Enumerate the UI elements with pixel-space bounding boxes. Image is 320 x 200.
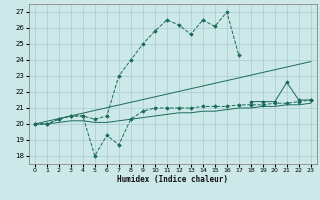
X-axis label: Humidex (Indice chaleur): Humidex (Indice chaleur) bbox=[117, 175, 228, 184]
